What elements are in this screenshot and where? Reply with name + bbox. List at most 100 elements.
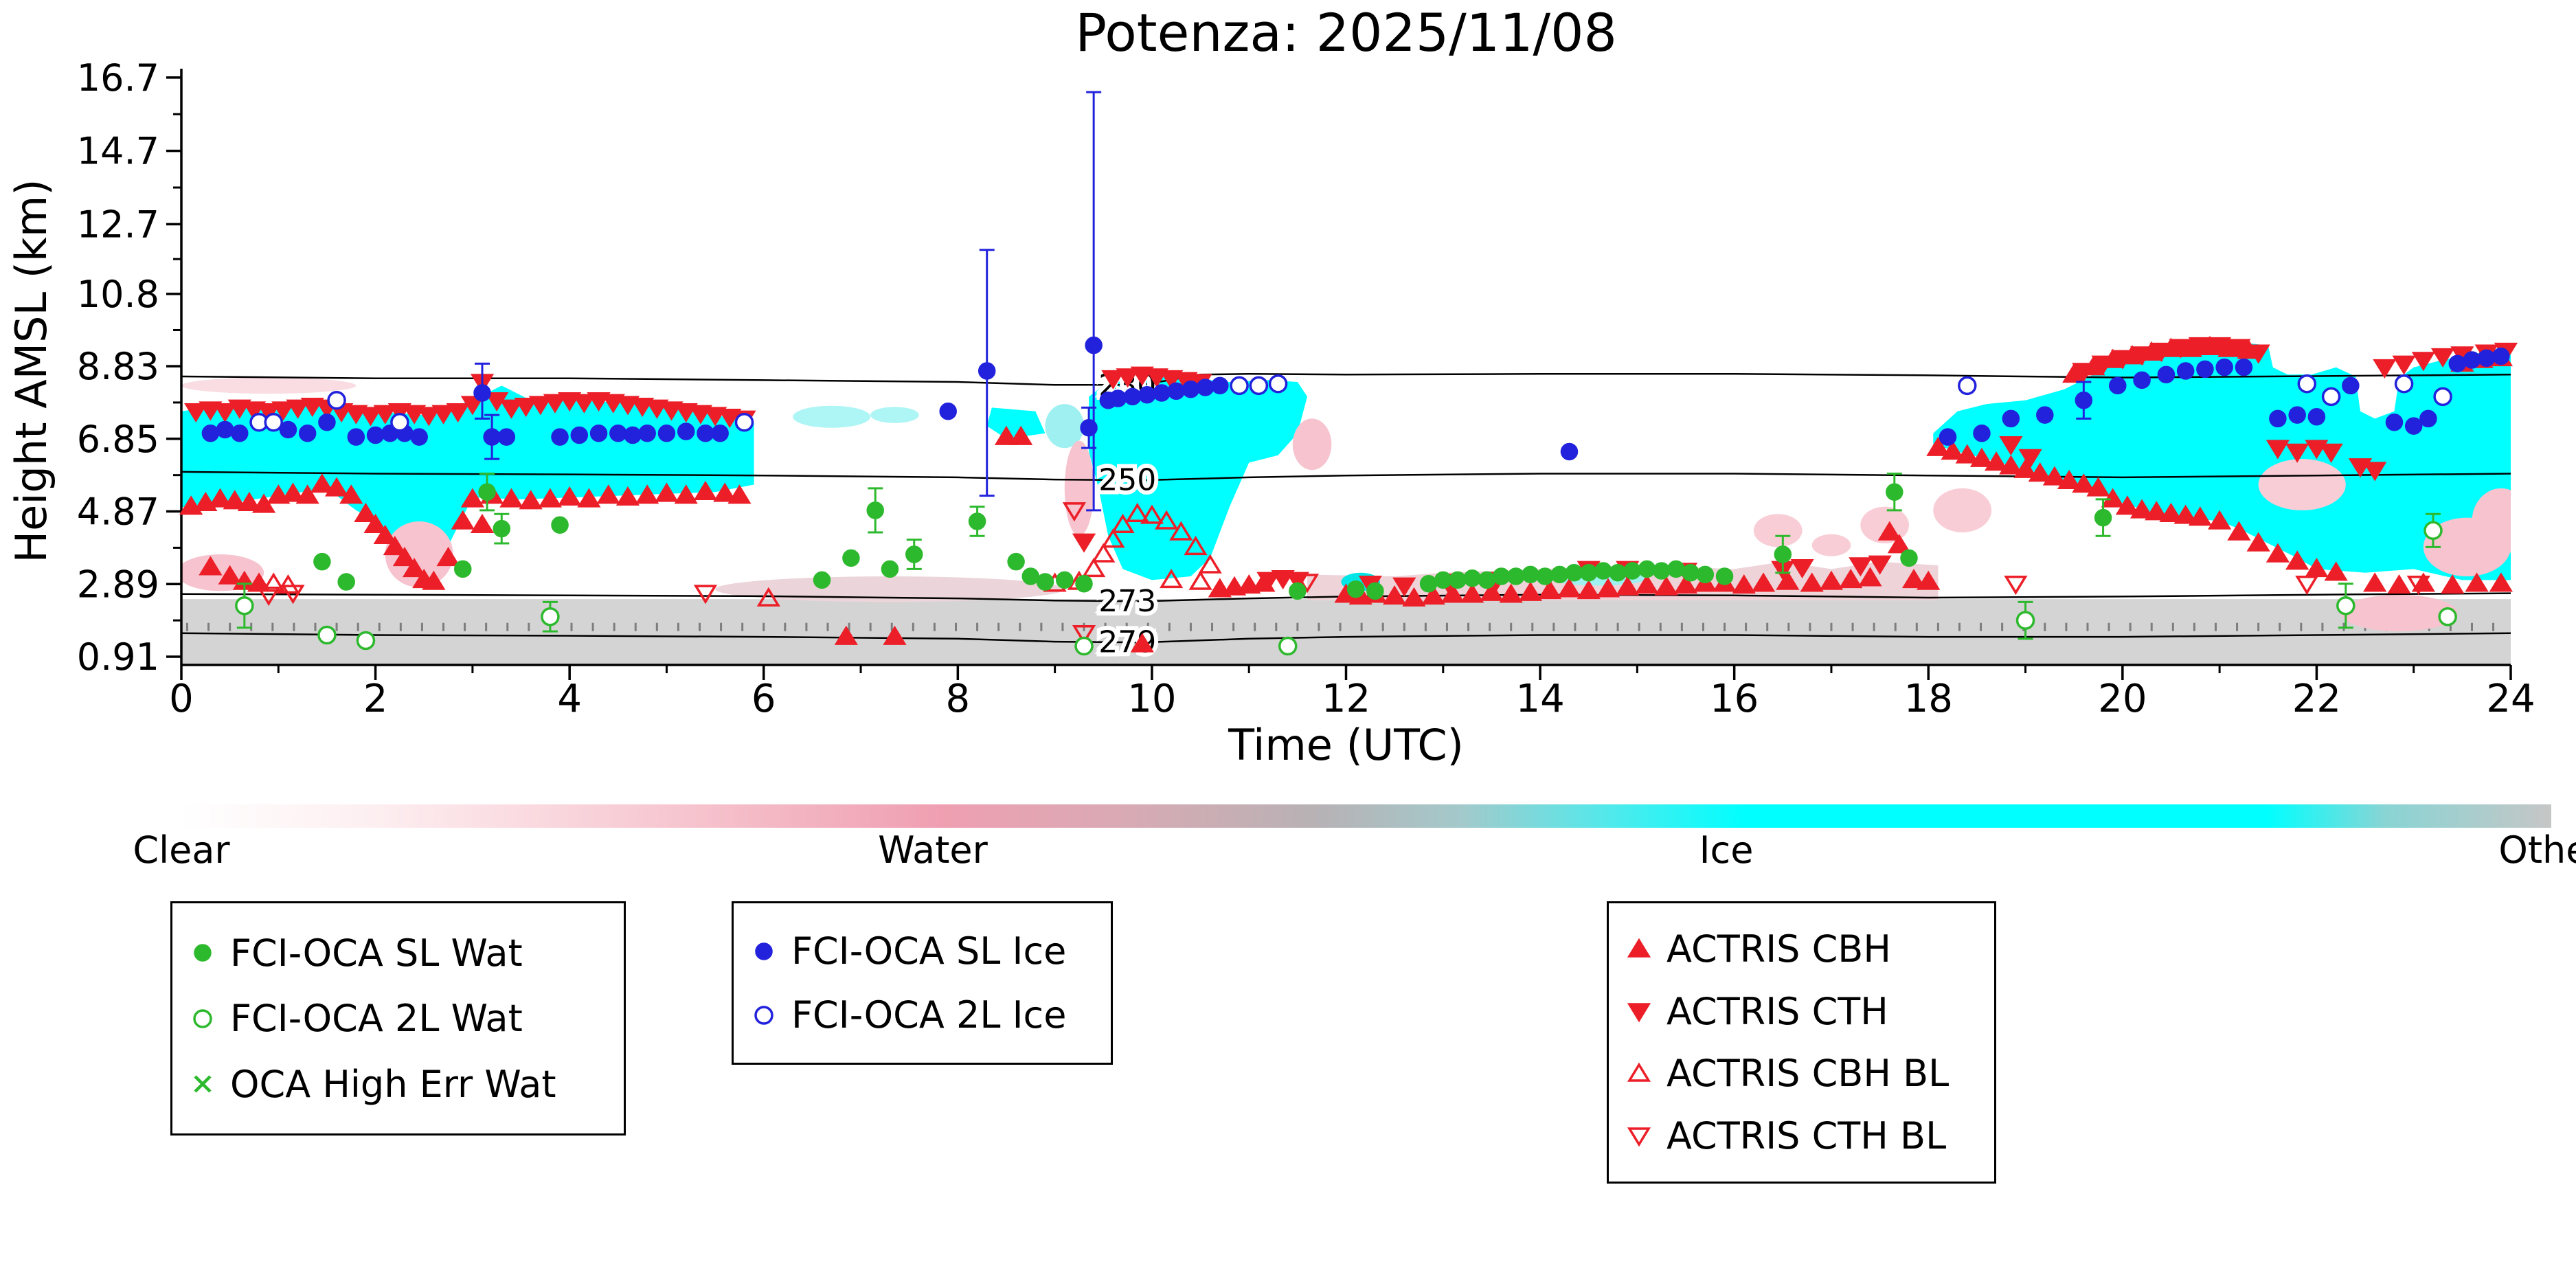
- data-point: [1460, 583, 1484, 603]
- data-point: [1036, 573, 1054, 591]
- data-point: [1985, 451, 2009, 471]
- colorbar-label-water: Water: [878, 828, 988, 872]
- x-tick-label: 14: [1515, 677, 1564, 721]
- contour-line-230: [181, 373, 2511, 386]
- data-point: [1144, 368, 1169, 388]
- data-point: [2133, 371, 2151, 389]
- plot-area: 23025027327902468101214161820222416.714.…: [77, 56, 2535, 721]
- data-point: [300, 397, 324, 418]
- data-point: [570, 426, 589, 444]
- data-point: [2441, 574, 2465, 594]
- ice-cloud-mid: [986, 407, 1046, 439]
- data-point: [1153, 384, 1171, 402]
- water-fringe: [181, 377, 357, 394]
- data-point: [1941, 440, 1965, 460]
- data-point: [2169, 339, 2193, 359]
- data-point: [1116, 368, 1140, 388]
- data-point: [994, 425, 1019, 445]
- data-point: [298, 425, 317, 442]
- data-point: [1056, 571, 1074, 589]
- data-point: [1627, 938, 1651, 958]
- water-fringe: [385, 521, 453, 588]
- data-point: [1346, 580, 1365, 598]
- data-point: [184, 403, 208, 423]
- legend-item-fci-oca-sl-wat: FCI-OCA SL Wat: [186, 931, 610, 975]
- water-fringe: [1292, 418, 1332, 471]
- legend-item-actris-cbh: ACTRIS CBH: [1623, 927, 1980, 971]
- data-point: [1901, 569, 1926, 589]
- data-point: [1955, 444, 1979, 464]
- data-point: [1858, 567, 1882, 587]
- data-point: [2004, 575, 2028, 596]
- data-point: [208, 488, 232, 508]
- data-point: [1072, 625, 1096, 645]
- data-point: [483, 428, 501, 446]
- data-point: [1609, 563, 1627, 582]
- data-point: [271, 401, 295, 421]
- data-point: [659, 401, 683, 421]
- data-point: [2075, 391, 2093, 409]
- data-point: [1268, 374, 1288, 394]
- data-point: [1402, 587, 1426, 607]
- data-point: [2028, 462, 2052, 482]
- data-point: [558, 486, 582, 506]
- data-point: [1109, 389, 1127, 407]
- data-point: [1256, 572, 1280, 591]
- data-point: [339, 484, 363, 504]
- data-point: [2227, 339, 2251, 359]
- data-point: [1072, 533, 1096, 553]
- data-point: [390, 413, 409, 432]
- data-point: [589, 425, 608, 442]
- data-point: [718, 409, 742, 429]
- data-point: [2109, 376, 2127, 395]
- data-point: [436, 546, 460, 567]
- data-point: [2477, 349, 2496, 368]
- data-point: [493, 519, 511, 538]
- data-point: [1577, 580, 1601, 600]
- data-point: [2324, 561, 2348, 581]
- data-point: [883, 625, 907, 645]
- x-axis-label: Time (UTC): [1228, 720, 1464, 770]
- data-point: [615, 486, 640, 506]
- data-point: [2438, 607, 2457, 626]
- data-point: [1774, 545, 1792, 563]
- data-point: [881, 560, 899, 578]
- data-point: [327, 390, 346, 410]
- data-point: [317, 625, 337, 645]
- data-point: [2094, 508, 2112, 527]
- data-point: [1009, 425, 1033, 445]
- data-point: [446, 403, 470, 423]
- legend-item-oca-high-err-wat: OCA High Err Wat: [186, 1063, 610, 1106]
- axes: 0 2 4 6 8 10 12 14 16 18 20 22 2416.714.712.710.88.8…: [77, 56, 2535, 721]
- actris-cbh-bl-marker-icon: [1627, 1062, 1651, 1082]
- data-point: [1732, 574, 1756, 594]
- data-point: [1715, 567, 1734, 585]
- data-point: [1182, 380, 1200, 398]
- data-point: [1638, 560, 1656, 578]
- data-point: [1295, 574, 1320, 594]
- data-point: [1383, 585, 1407, 605]
- data-point: [199, 401, 223, 421]
- data-point: [2157, 365, 2176, 384]
- data-point: [354, 502, 378, 523]
- data-point: [344, 405, 368, 425]
- data-point: [1627, 1127, 1651, 1147]
- data-point: [1230, 376, 1249, 396]
- data-point: [499, 399, 523, 419]
- data-point: [2319, 443, 2343, 463]
- data-point: [655, 482, 679, 502]
- data-point: [2404, 417, 2423, 435]
- data-point: [1080, 419, 1098, 437]
- data-point: [2430, 348, 2455, 368]
- data-point: [2013, 458, 2037, 478]
- data-point: [572, 394, 596, 414]
- data-point: [1125, 502, 1149, 523]
- data-point: [1138, 385, 1156, 404]
- data-point: [1211, 376, 1229, 395]
- data-point: [1623, 562, 1642, 580]
- data-point: [2285, 550, 2309, 570]
- data-point: [1790, 558, 1814, 579]
- colorbar-label-other: Other: [2498, 828, 2576, 872]
- data-point: [528, 396, 552, 416]
- data-point: [2336, 596, 2355, 615]
